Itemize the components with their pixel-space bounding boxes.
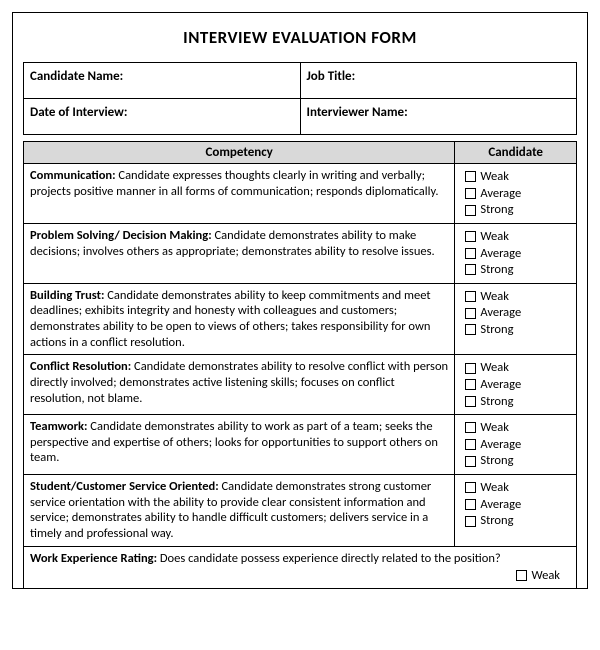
competency-row: Conflict Resolution: Candidate demonstra… <box>24 355 577 415</box>
competency-row: Building Trust: Candidate demonstrates a… <box>24 283 577 355</box>
competency-name: Communication: <box>30 168 116 183</box>
rating-label-weak: Weak <box>531 568 560 584</box>
checkbox-weak[interactable] <box>465 291 476 302</box>
rating-label-weak: Weak <box>480 169 509 185</box>
column-header-candidate: Candidate <box>455 142 577 164</box>
work-experience-name: Work Experience Rating: <box>30 551 157 566</box>
date-of-interview-cell[interactable]: Date of Interview: <box>24 99 301 135</box>
checkbox-strong[interactable] <box>465 516 476 527</box>
checkbox-weak[interactable] <box>465 482 476 493</box>
competency-desc: Student/Customer Service Oriented: Candi… <box>24 475 455 547</box>
rating-label-strong: Strong <box>480 394 513 410</box>
checkbox-strong[interactable] <box>465 205 476 216</box>
checkbox-weak[interactable] <box>465 171 476 182</box>
competency-row: Student/Customer Service Oriented: Candi… <box>24 475 577 547</box>
checkbox-strong[interactable] <box>465 456 476 467</box>
checkbox-strong[interactable] <box>465 396 476 407</box>
rating-label-strong: Strong <box>480 513 513 529</box>
checkbox-average[interactable] <box>465 308 476 319</box>
rating-label-average: Average <box>480 497 521 513</box>
work-experience-cell: Work Experience Rating: Does candidate p… <box>24 546 577 588</box>
checkbox-weak[interactable] <box>465 363 476 374</box>
work-experience-row: Work Experience Rating: Does candidate p… <box>24 546 577 588</box>
competency-row: Problem Solving/ Decision Making: Candid… <box>24 223 577 283</box>
rating-cell: Weak Average Strong <box>455 283 577 355</box>
competency-desc: Conflict Resolution: Candidate demonstra… <box>24 355 455 415</box>
rating-label-average: Average <box>480 377 521 393</box>
column-header-competency: Competency <box>24 142 455 164</box>
competency-desc: Problem Solving/ Decision Making: Candid… <box>24 223 455 283</box>
work-experience-text: Does candidate possess experience direct… <box>157 551 501 566</box>
checkbox-weak[interactable] <box>465 231 476 242</box>
form-container: INTERVIEW EVALUATION FORM Candidate Name… <box>12 12 588 589</box>
header-table: Candidate Name: Job Title: Date of Inter… <box>23 62 577 135</box>
competency-text: Candidate demonstrates ability to work a… <box>30 419 438 465</box>
competency-name: Teamwork: <box>30 419 87 434</box>
checkbox-strong[interactable] <box>465 324 476 335</box>
competency-name: Problem Solving/ Decision Making: <box>30 228 212 243</box>
form-title: INTERVIEW EVALUATION FORM <box>23 27 577 48</box>
checkbox-average[interactable] <box>465 248 476 259</box>
rating-label-average: Average <box>480 186 521 202</box>
rating-cell: Weak Average Strong <box>455 475 577 547</box>
checkbox-average[interactable] <box>465 499 476 510</box>
rating-label-weak: Weak <box>480 289 509 305</box>
checkbox-weak[interactable] <box>516 570 527 581</box>
rating-label-average: Average <box>480 246 521 262</box>
rating-label-strong: Strong <box>480 202 513 218</box>
competency-desc: Communication: Candidate expresses thoug… <box>24 164 455 224</box>
checkbox-strong[interactable] <box>465 264 476 275</box>
rating-label-strong: Strong <box>480 262 513 278</box>
rating-label-weak: Weak <box>480 229 509 245</box>
rating-label-average: Average <box>480 305 521 321</box>
competency-desc: Teamwork: Candidate demonstrates ability… <box>24 415 455 475</box>
competency-name: Building Trust: <box>30 288 104 303</box>
checkbox-weak[interactable] <box>465 422 476 433</box>
competency-row: Teamwork: Candidate demonstrates ability… <box>24 415 577 475</box>
checkbox-average[interactable] <box>465 439 476 450</box>
rating-label-strong: Strong <box>480 453 513 469</box>
competency-name: Student/Customer Service Oriented: <box>30 479 219 494</box>
checkbox-average[interactable] <box>465 188 476 199</box>
rating-label-average: Average <box>480 437 521 453</box>
candidate-name-cell[interactable]: Candidate Name: <box>24 63 301 99</box>
competency-row: Communication: Candidate expresses thoug… <box>24 164 577 224</box>
competency-table: Competency Candidate Communication: Cand… <box>23 141 577 588</box>
competency-desc: Building Trust: Candidate demonstrates a… <box>24 283 455 355</box>
rating-cell: Weak Average Strong <box>455 415 577 475</box>
rating-cell: Weak Average Strong <box>455 164 577 224</box>
rating-cell: Weak Average Strong <box>455 223 577 283</box>
rating-cell: Weak Average Strong <box>455 355 577 415</box>
rating-label-weak: Weak <box>480 420 509 436</box>
rating-label-weak: Weak <box>480 360 509 376</box>
rating-label-weak: Weak <box>480 480 509 496</box>
competency-name: Conflict Resolution: <box>30 359 131 374</box>
job-title-cell[interactable]: Job Title: <box>300 63 577 99</box>
checkbox-average[interactable] <box>465 379 476 390</box>
rating-label-strong: Strong <box>480 322 513 338</box>
interviewer-name-cell[interactable]: Interviewer Name: <box>300 99 577 135</box>
